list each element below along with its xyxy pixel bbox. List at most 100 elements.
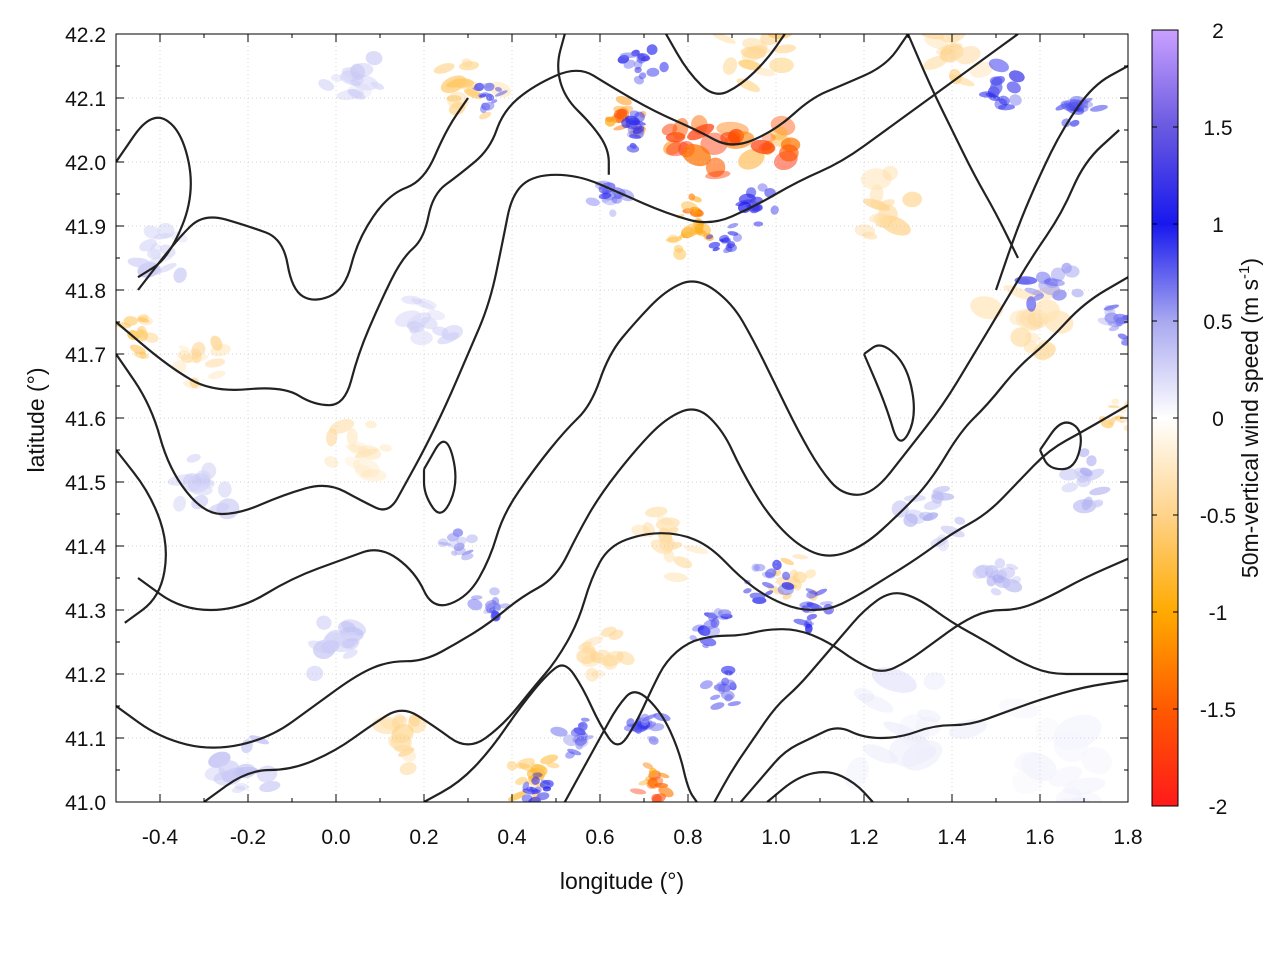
heatmap-cell [188,483,213,496]
heatmap-cell [648,767,657,777]
contour-line [906,34,1019,259]
heatmap-cell [615,96,632,106]
heatmap-cell [479,111,492,120]
heatmap-cell [482,102,495,111]
heatmap-cell [173,267,187,283]
heatmap-cell [946,34,961,45]
heatmap-cell [458,80,479,90]
heatmap-cell [401,749,417,762]
heatmap-cell [157,263,177,273]
heatmap-cell [578,641,592,650]
heatmap-cell [1063,265,1080,278]
heatmap-cell [745,187,757,198]
heatmap-cell [916,709,941,723]
heatmap-cell [528,796,541,802]
contour-line [994,65,1128,291]
heatmap-cell [562,734,578,747]
heatmap-cell [522,788,536,795]
heatmap-cell [682,223,700,238]
heatmap-cell [565,751,575,759]
heatmap-cell [580,717,590,722]
heatmap-cell [347,89,366,100]
heatmap-cell [144,332,159,343]
x-tick-label: 1.8 [1113,826,1142,849]
heatmap-cell [1050,267,1066,282]
heatmap-cell [637,53,650,62]
heatmap-cell [459,61,480,71]
heatmap-cell [353,457,380,478]
heatmap-cell [331,74,343,82]
heatmap-cell [1104,307,1116,317]
heatmap-cell [567,748,582,756]
heatmap-cell [891,500,909,518]
heatmap-cell [581,636,604,648]
heatmap-cell [725,243,737,253]
heatmap-cell [127,330,140,341]
heatmap-cell [699,680,713,690]
heatmap-cell [438,542,452,546]
heatmap-cell [388,732,411,750]
heatmap-cell [915,716,942,737]
heatmap-cell [989,80,1003,95]
heatmap-cell [655,517,680,531]
heatmap-cell [777,584,794,596]
heatmap-cell [342,649,358,659]
heatmap-cell [727,130,741,143]
heatmap-cell [854,224,876,238]
heatmap-cell [129,344,146,355]
x-tick-label: 0.2 [409,826,438,849]
heatmap-cell [575,740,584,750]
heatmap-cell [672,117,689,141]
heatmap-cell [990,588,1002,596]
heatmap-cell [461,58,473,68]
heatmap-cell [1008,70,1025,83]
y-tick-label: 41.0 [65,792,106,815]
heatmap-cell [628,134,642,139]
heatmap-cell [1081,496,1093,511]
heatmap-cell [1035,717,1059,743]
heatmap-cell [1006,563,1019,570]
x-tick-label: -0.2 [230,826,266,849]
heatmap-cell [632,125,645,135]
heatmap-cell [1123,425,1128,431]
heatmap-cell [782,592,792,600]
heatmap-cell [354,464,373,478]
heatmap-cell [1089,104,1108,112]
contour-line [766,771,874,802]
y-tick-label: 41.3 [65,600,106,623]
heatmap-cell [441,325,464,341]
heatmap-cell [546,762,560,769]
heatmap-cell [605,116,613,123]
heatmap-cell [634,66,642,74]
heatmap-cell [984,566,993,573]
heatmap-cell [600,626,617,637]
heatmap-cell [703,625,721,638]
heatmap-cell [457,545,464,550]
heatmap-cell [769,57,794,74]
heatmap-cell [764,590,774,596]
heatmap-cell [595,649,612,665]
heatmap-cell [461,549,474,556]
heatmap-cell [764,568,777,578]
heatmap-cell [970,296,1004,320]
heatmap-cell [1104,312,1119,324]
heatmap-cell [998,104,1015,111]
contour-line [203,404,1128,802]
heatmap-cell [491,597,500,606]
heatmap-cell [342,631,360,650]
heatmap-cell [1082,468,1105,482]
heatmap-cell [358,445,382,460]
heatmap-cell [1069,119,1080,127]
x-tick-label: -0.4 [142,826,179,849]
heatmap-cell [804,623,813,634]
heatmap-cell [806,602,824,611]
heatmap-cell [994,558,1006,569]
contour-line [116,449,167,624]
heatmap-cell [189,348,201,360]
heatmap-cell [1003,285,1036,301]
heatmap-cell [318,79,335,91]
heatmap-cell [516,758,535,769]
heatmap-cell [673,244,684,253]
x-tick-label: 1.4 [937,826,967,849]
heatmap-cell [127,257,152,268]
